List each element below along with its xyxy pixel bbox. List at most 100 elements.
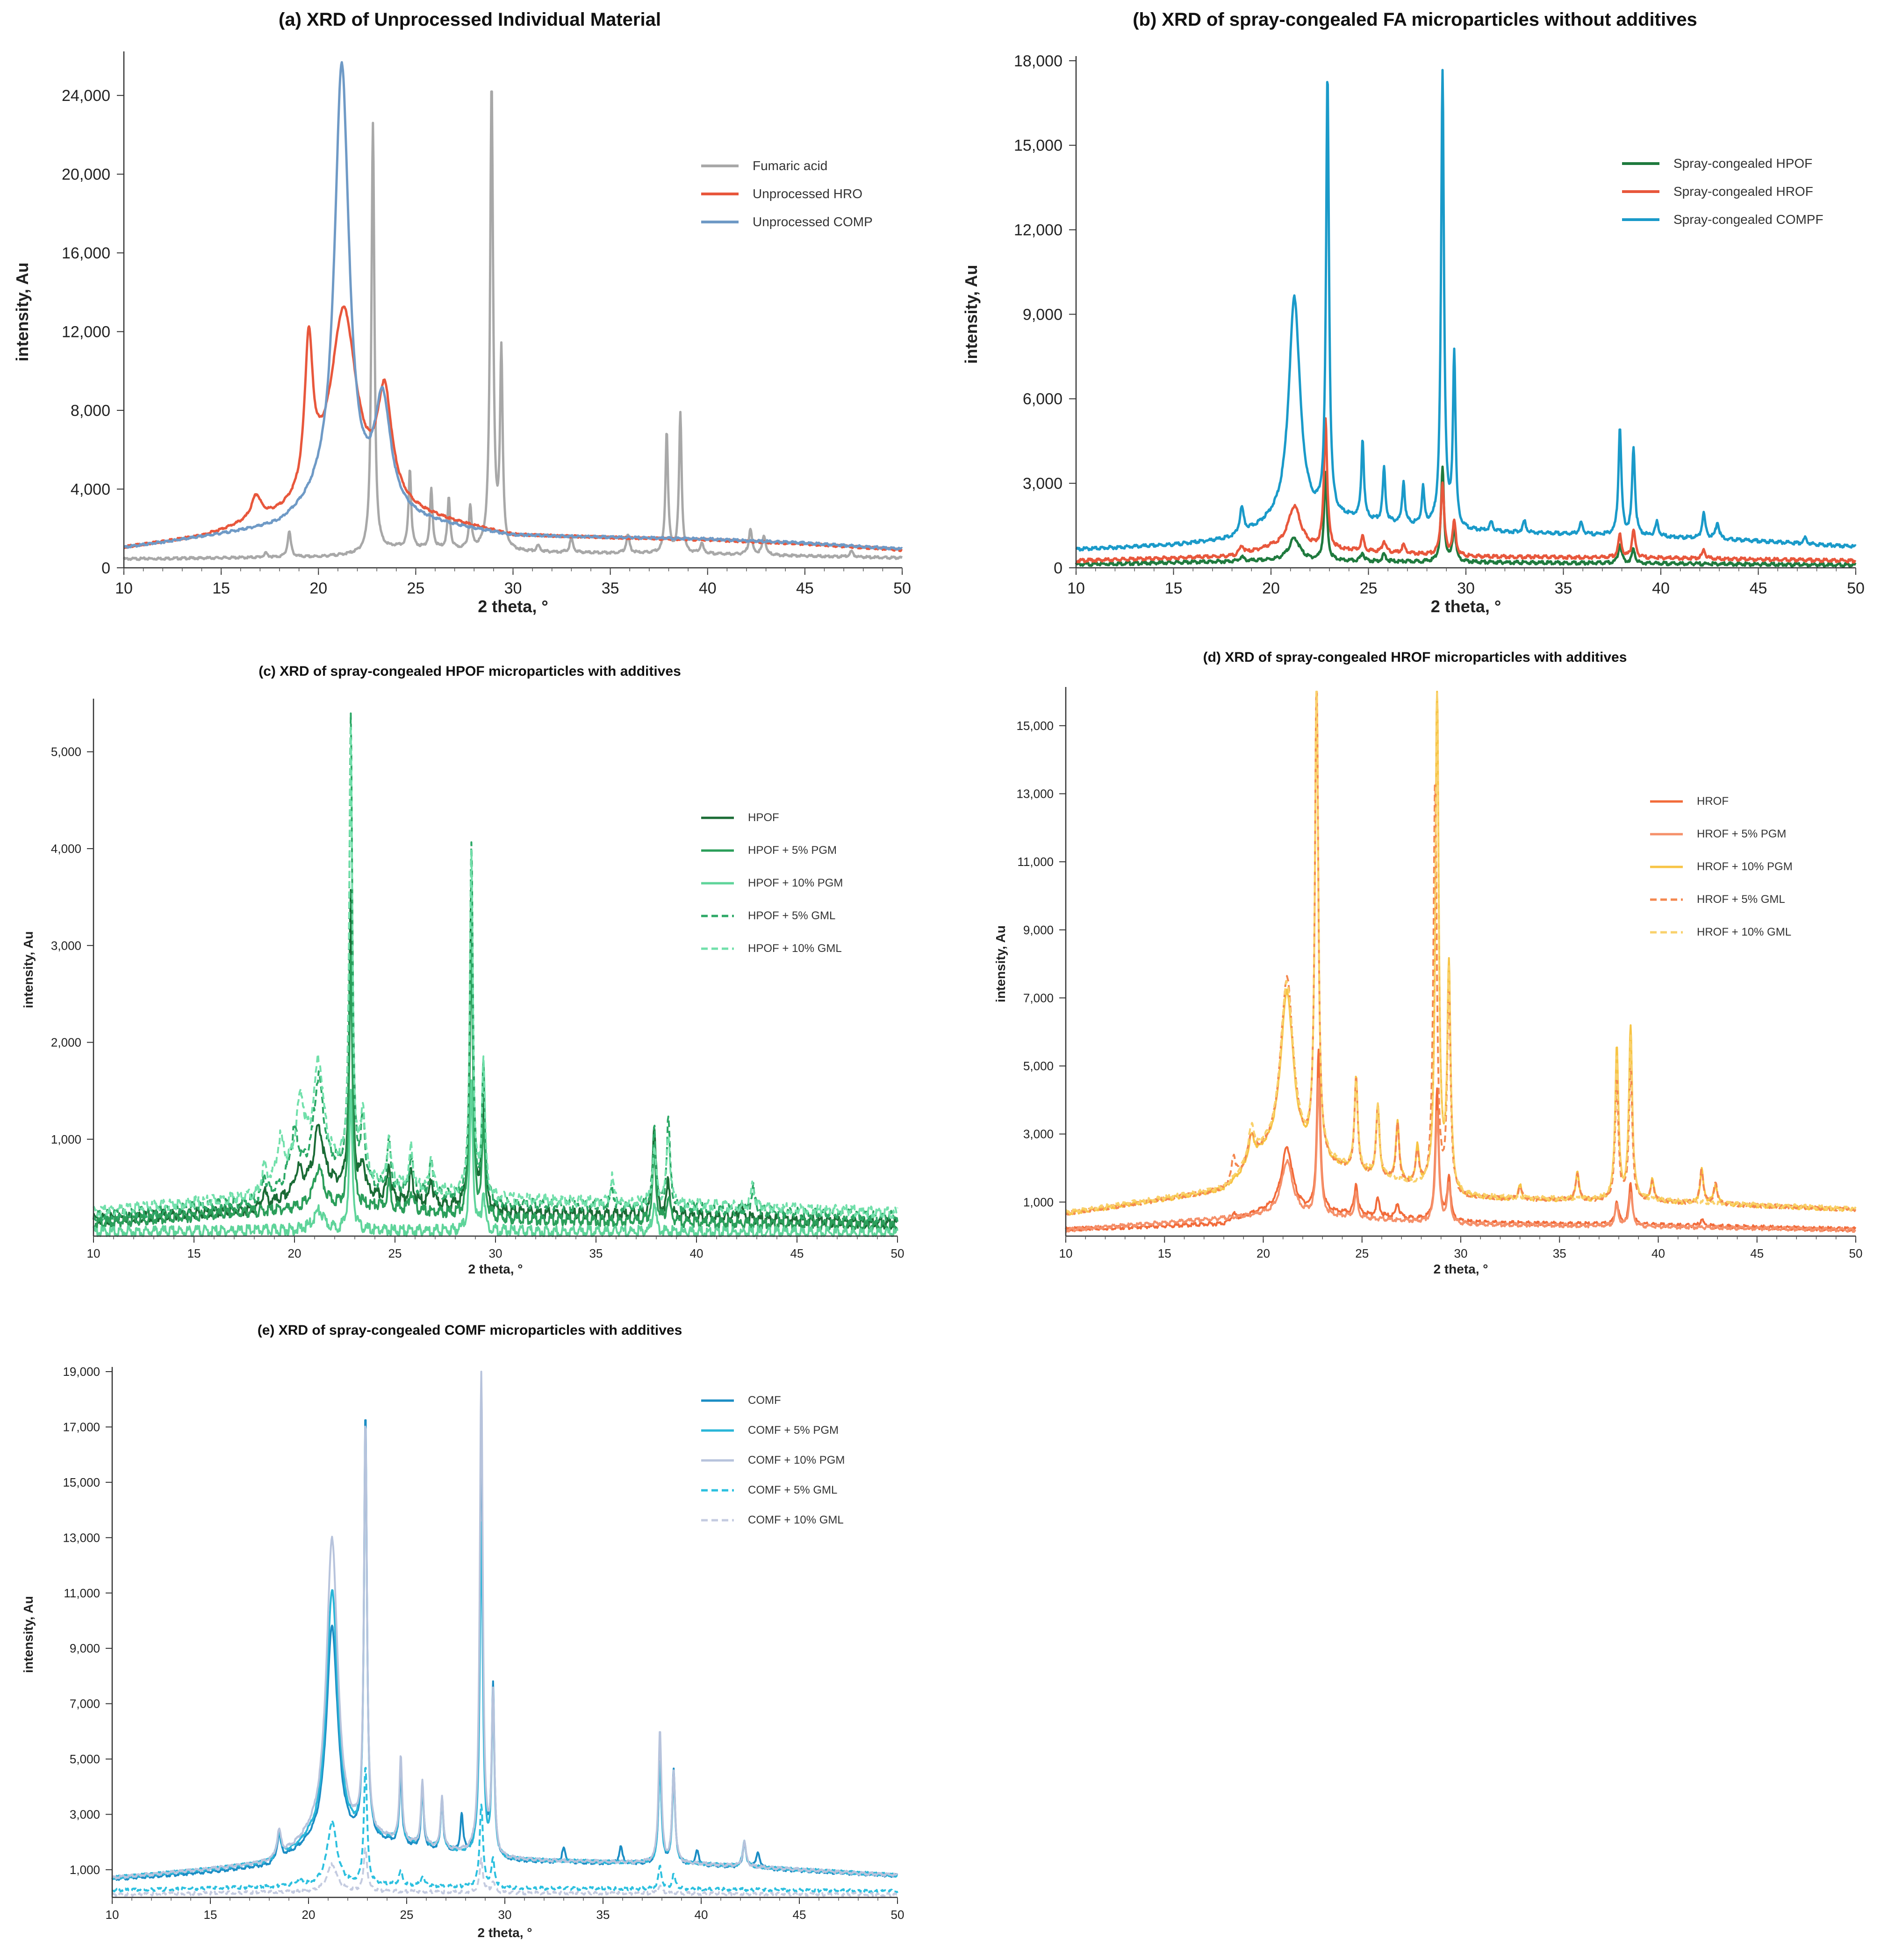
x-tick-label: 45 <box>790 1246 804 1260</box>
y-axis-label: intensity, Au <box>13 262 32 361</box>
y-tick-label: 1,000 <box>51 1132 81 1146</box>
legend-swatch <box>701 1489 734 1492</box>
y-tick-label: 11,000 <box>64 1586 100 1600</box>
y-tick-label: 15,000 <box>63 1475 100 1489</box>
y-tick-label: 3,000 <box>1023 475 1063 493</box>
x-tick-label: 50 <box>891 1908 905 1922</box>
y-tick-label: 5,000 <box>51 745 81 759</box>
legend-swatch <box>701 1459 734 1462</box>
legend-item: COMF + 10% GML <box>701 1505 845 1535</box>
legend-swatch <box>701 1429 734 1432</box>
x-tick-label: 45 <box>793 1908 806 1922</box>
legend-c: HPOF HPOF + 5% PGM HPOF + 10% PGM HPOF + 5%… <box>701 801 843 965</box>
x-tick-label: 25 <box>1355 1246 1369 1260</box>
legend-swatch <box>701 882 734 885</box>
x-tick-label: 35 <box>589 1246 603 1260</box>
y-tick-label: 16,000 <box>62 244 110 262</box>
x-axis-label: 2 theta, ° <box>478 597 548 616</box>
series-group <box>93 712 898 1237</box>
legend-label: Spray-congealed HROF <box>1673 184 1813 199</box>
legend-item: Unprocessed COMP <box>701 208 873 236</box>
x-tick-label: 25 <box>388 1246 402 1260</box>
y-tick-label: 19,000 <box>63 1365 100 1379</box>
legend-item: HPOF + 5% PGM <box>701 834 843 867</box>
legend-swatch <box>701 816 734 819</box>
chart-e: (e) XRD of spray-congealed COMF micropar… <box>0 1309 940 1960</box>
legend-label: COMF + 10% GML <box>748 1514 844 1526</box>
series-line-1 <box>1075 465 1857 568</box>
series-line-1 <box>122 90 903 561</box>
legend-item: HPOF + 10% PGM <box>701 867 843 900</box>
series-line-5 <box>112 1846 898 1897</box>
x-tick-label: 35 <box>1553 1246 1566 1260</box>
legend-label: COMF <box>748 1394 781 1407</box>
series-line-2 <box>1075 417 1857 564</box>
chart-title-e: (e) XRD of spray-congealed COMF micropar… <box>257 1323 682 1338</box>
y-tick-label: 9,000 <box>1023 306 1063 323</box>
legend-swatch <box>1650 898 1683 901</box>
x-tick-label: 45 <box>1750 1246 1764 1260</box>
x-tick-label: 15 <box>204 1908 217 1922</box>
series-line-4 <box>93 712 898 1223</box>
legend-label: HROF + 10% PGM <box>1697 860 1793 873</box>
y-tick-label: 24,000 <box>62 87 110 105</box>
x-tick-label: 30 <box>1457 579 1475 597</box>
series-line-3 <box>123 61 903 551</box>
legend-label: HROF + 5% GML <box>1697 893 1785 906</box>
x-tick-label: 35 <box>596 1908 610 1922</box>
legend-swatch <box>701 193 739 195</box>
y-tick-label: 5,000 <box>1023 1059 1054 1073</box>
y-tick-label: 17,000 <box>63 1420 100 1434</box>
y-tick-label: 9,000 <box>1023 923 1054 937</box>
x-tick-label: 40 <box>1652 579 1670 597</box>
series-line-3 <box>1075 69 1857 552</box>
y-tick-label: 13,000 <box>63 1531 100 1545</box>
y-tick-label: 12,000 <box>62 323 110 341</box>
series-line-2 <box>93 947 898 1233</box>
legend-swatch <box>1650 833 1683 836</box>
series-group <box>122 61 903 561</box>
legend-item: HROF + 10% GML <box>1650 916 1793 949</box>
y-tick-label: 18,000 <box>1014 52 1063 70</box>
y-tick-label: 9,000 <box>70 1641 100 1655</box>
series-line-5 <box>1065 691 1857 1214</box>
series-line-4 <box>1065 691 1857 1216</box>
series-group <box>1075 69 1857 568</box>
x-tick-label: 20 <box>1256 1246 1270 1260</box>
legend-swatch <box>701 1399 734 1402</box>
chart-c: (c) XRD of spray-congealed HPOF micropar… <box>0 654 940 1304</box>
y-tick-label: 12,000 <box>1014 222 1063 239</box>
x-tick-label: 35 <box>1555 579 1572 597</box>
series-line-2 <box>112 1432 898 1881</box>
y-axis-label: intensity, Au <box>21 931 36 1009</box>
x-tick-label: 30 <box>504 579 522 597</box>
legend-label: COMF + 5% GML <box>748 1484 838 1496</box>
x-tick-label: 15 <box>187 1246 201 1260</box>
legend-d: HROF HROF + 5% PGM HROF + 10% PGM HROF + 5%… <box>1650 785 1793 949</box>
legend-label: HROF <box>1697 795 1729 808</box>
y-tick-label: 13,000 <box>1016 787 1054 801</box>
x-tick-label: 45 <box>1750 579 1767 597</box>
legend-e: COMF COMF + 5% PGM COMF + 10% PGM COMF + 5%… <box>701 1386 845 1535</box>
legend-label: HPOF + 10% PGM <box>748 877 843 889</box>
legend-item: HPOF + 5% GML <box>701 900 843 932</box>
y-tick-label: 1,000 <box>70 1863 100 1877</box>
y-tick-label: 2,000 <box>51 1036 81 1050</box>
legend-swatch <box>701 221 739 223</box>
y-tick-label: 8,000 <box>71 402 110 420</box>
x-tick-label: 25 <box>400 1908 414 1922</box>
x-axis-label: 2 theta, ° <box>1431 597 1501 616</box>
x-tick-label: 30 <box>1454 1246 1468 1260</box>
series-group <box>111 1371 898 1897</box>
chart-title-c: (c) XRD of spray-congealed HPOF micropar… <box>258 664 681 679</box>
x-tick-label: 40 <box>699 579 717 597</box>
x-tick-label: 15 <box>1158 1246 1171 1260</box>
y-tick-label: 1,000 <box>1023 1195 1054 1209</box>
legend-swatch <box>1622 190 1659 193</box>
legend-label: Unprocessed HRO <box>753 186 862 201</box>
series-line-2 <box>1065 1078 1856 1233</box>
legend-label: HPOF + 5% GML <box>748 909 836 922</box>
y-tick-label: 6,000 <box>1023 390 1063 408</box>
plot-d: 10 15 20 25 30 35 40 45 50 1,000 3,000 5,000 7,000 9,… <box>993 687 1862 1276</box>
y-tick-label: 4,000 <box>71 480 110 498</box>
